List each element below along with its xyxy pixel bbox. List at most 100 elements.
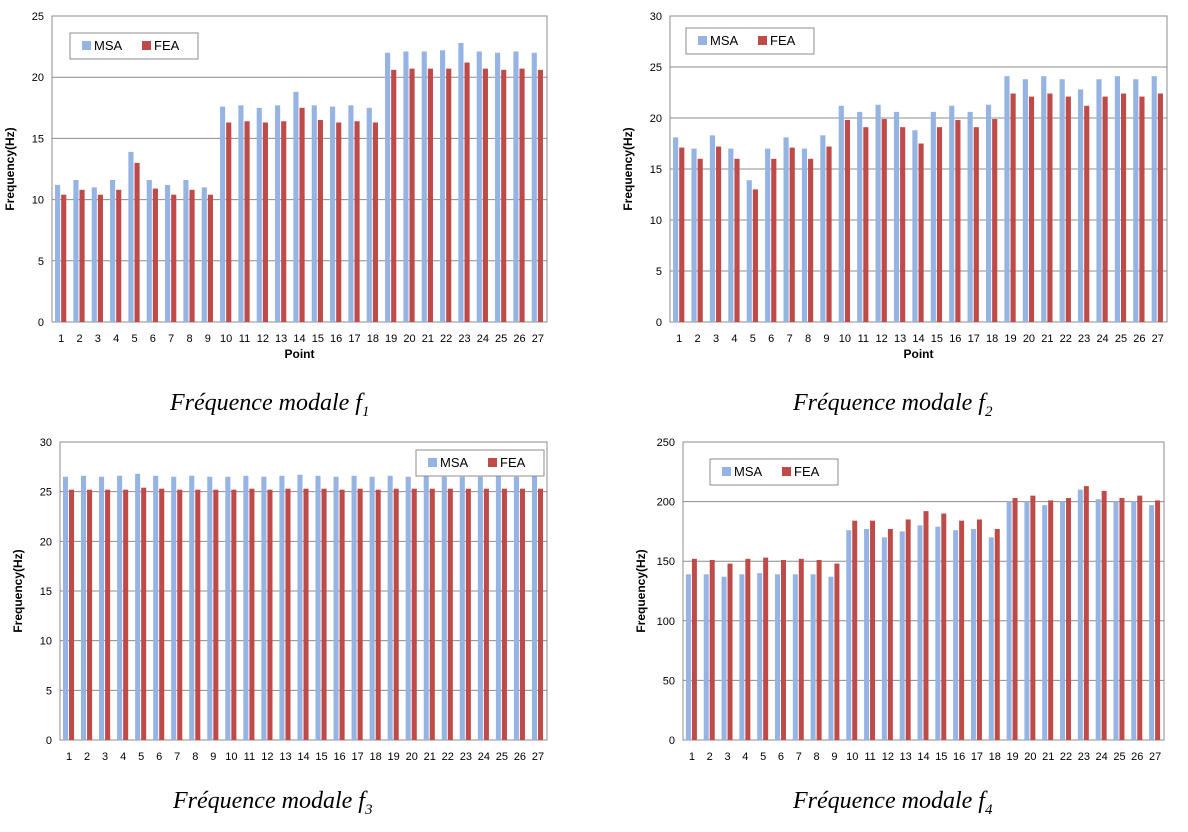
bar-fea — [941, 513, 947, 740]
bar-msa — [846, 530, 852, 740]
x-tick-label: 23 — [458, 333, 470, 345]
bar-msa — [62, 476, 69, 740]
bar-fea — [1120, 93, 1127, 323]
x-tick-label: 4 — [113, 333, 119, 345]
bar-msa — [165, 184, 171, 322]
bar-fea — [1101, 490, 1107, 740]
x-tick-label: 14 — [912, 333, 924, 345]
bar-msa — [1006, 501, 1012, 740]
bar-msa — [728, 148, 734, 322]
bar-fea — [317, 120, 323, 322]
bar-fea — [189, 189, 195, 322]
bar-fea — [852, 520, 858, 740]
x-tick-label: 25 — [1115, 333, 1127, 345]
legend-box — [69, 32, 199, 60]
x-tick-label: 17 — [348, 333, 360, 345]
bar-msa — [243, 475, 249, 740]
legend-swatch-fea — [782, 467, 791, 476]
x-tick-label: 27 — [1149, 751, 1161, 760]
bar-fea — [1157, 93, 1163, 323]
x-tick-label: 21 — [1041, 333, 1053, 345]
bar-fea — [375, 489, 381, 740]
bar-msa — [1004, 76, 1010, 323]
x-tick-label: 8 — [805, 333, 811, 345]
bar-fea — [116, 189, 122, 322]
bar-fea — [285, 488, 291, 740]
bar-fea — [354, 121, 360, 322]
x-tick-label: 26 — [1131, 751, 1143, 760]
x-tick-label: 5 — [131, 333, 137, 345]
y-tick-label: 10 — [32, 195, 44, 207]
bar-msa — [953, 530, 959, 740]
bar-msa — [792, 574, 798, 740]
x-tick-label: 25 — [495, 333, 507, 345]
x-tick-label: 17 — [971, 751, 983, 760]
bar-fea — [752, 189, 758, 322]
bar-msa — [351, 475, 357, 740]
bar-msa — [1022, 79, 1028, 323]
bar-msa — [912, 130, 918, 322]
x-tick-label: 4 — [742, 751, 748, 760]
bar-fea — [244, 121, 250, 322]
bar-fea — [501, 69, 507, 322]
bar-msa — [385, 52, 391, 322]
bar-msa — [739, 574, 745, 740]
x-tick-label: 26 — [513, 333, 525, 345]
bar-msa — [423, 475, 429, 740]
x-tick-label: 13 — [894, 333, 906, 345]
x-tick-label: 26 — [514, 751, 526, 760]
x-tick-label: 15 — [935, 751, 947, 760]
bar-msa — [949, 105, 955, 322]
bar-fea — [1066, 498, 1072, 740]
x-tick-label: 3 — [713, 333, 719, 345]
bar-msa — [238, 105, 244, 323]
x-tick-label: 21 — [1042, 751, 1054, 760]
bar-msa — [458, 42, 464, 322]
bar-fea — [483, 488, 489, 740]
x-tick-label: 9 — [205, 333, 211, 345]
x-tick-label: 22 — [440, 333, 452, 345]
x-tick-label: 1 — [58, 333, 64, 345]
x-tick-label: 3 — [102, 751, 108, 760]
bar-msa — [189, 475, 195, 740]
x-tick-label: 27 — [1152, 333, 1164, 345]
x-tick-label: 7 — [174, 751, 180, 760]
bar-msa — [1024, 501, 1030, 740]
x-tick-label: 15 — [315, 751, 327, 760]
legend-label-msa: MSA — [734, 464, 763, 479]
bar-msa — [857, 111, 863, 322]
x-tick-label: 8 — [186, 333, 192, 345]
x-tick-label: 3 — [724, 751, 730, 760]
x-tick-label: 24 — [478, 751, 490, 760]
legend: MSA FEA — [685, 27, 815, 55]
y-tick-label: 30 — [650, 11, 662, 23]
bar-msa — [988, 537, 994, 740]
x-tick-label: 14 — [297, 751, 309, 760]
x-axis-label: Point — [904, 347, 934, 361]
x-tick-label: 12 — [882, 751, 894, 760]
bar-fea — [816, 560, 822, 740]
bar-fea — [697, 158, 703, 322]
bar-msa — [765, 148, 771, 322]
y-tick-label: 0 — [46, 735, 52, 747]
bar-fea — [411, 488, 417, 740]
bar-fea — [519, 488, 525, 740]
x-tick-label: 6 — [768, 333, 774, 345]
bar-fea — [780, 560, 786, 740]
bar-fea — [992, 119, 998, 323]
x-tick-label: 27 — [532, 751, 544, 760]
legend-swatch-msa — [428, 458, 437, 467]
bar-fea — [87, 489, 93, 740]
bar-fea — [231, 489, 237, 740]
x-tick-label: 16 — [949, 333, 961, 345]
bar-fea — [303, 488, 309, 740]
bar-msa — [531, 475, 537, 740]
bar-fea — [863, 127, 869, 323]
bar-fea — [537, 69, 543, 322]
y-tick-label: 25 — [40, 487, 52, 499]
x-tick-label: 23 — [460, 751, 472, 760]
bar-msa — [881, 537, 887, 740]
bar-msa — [366, 107, 372, 322]
